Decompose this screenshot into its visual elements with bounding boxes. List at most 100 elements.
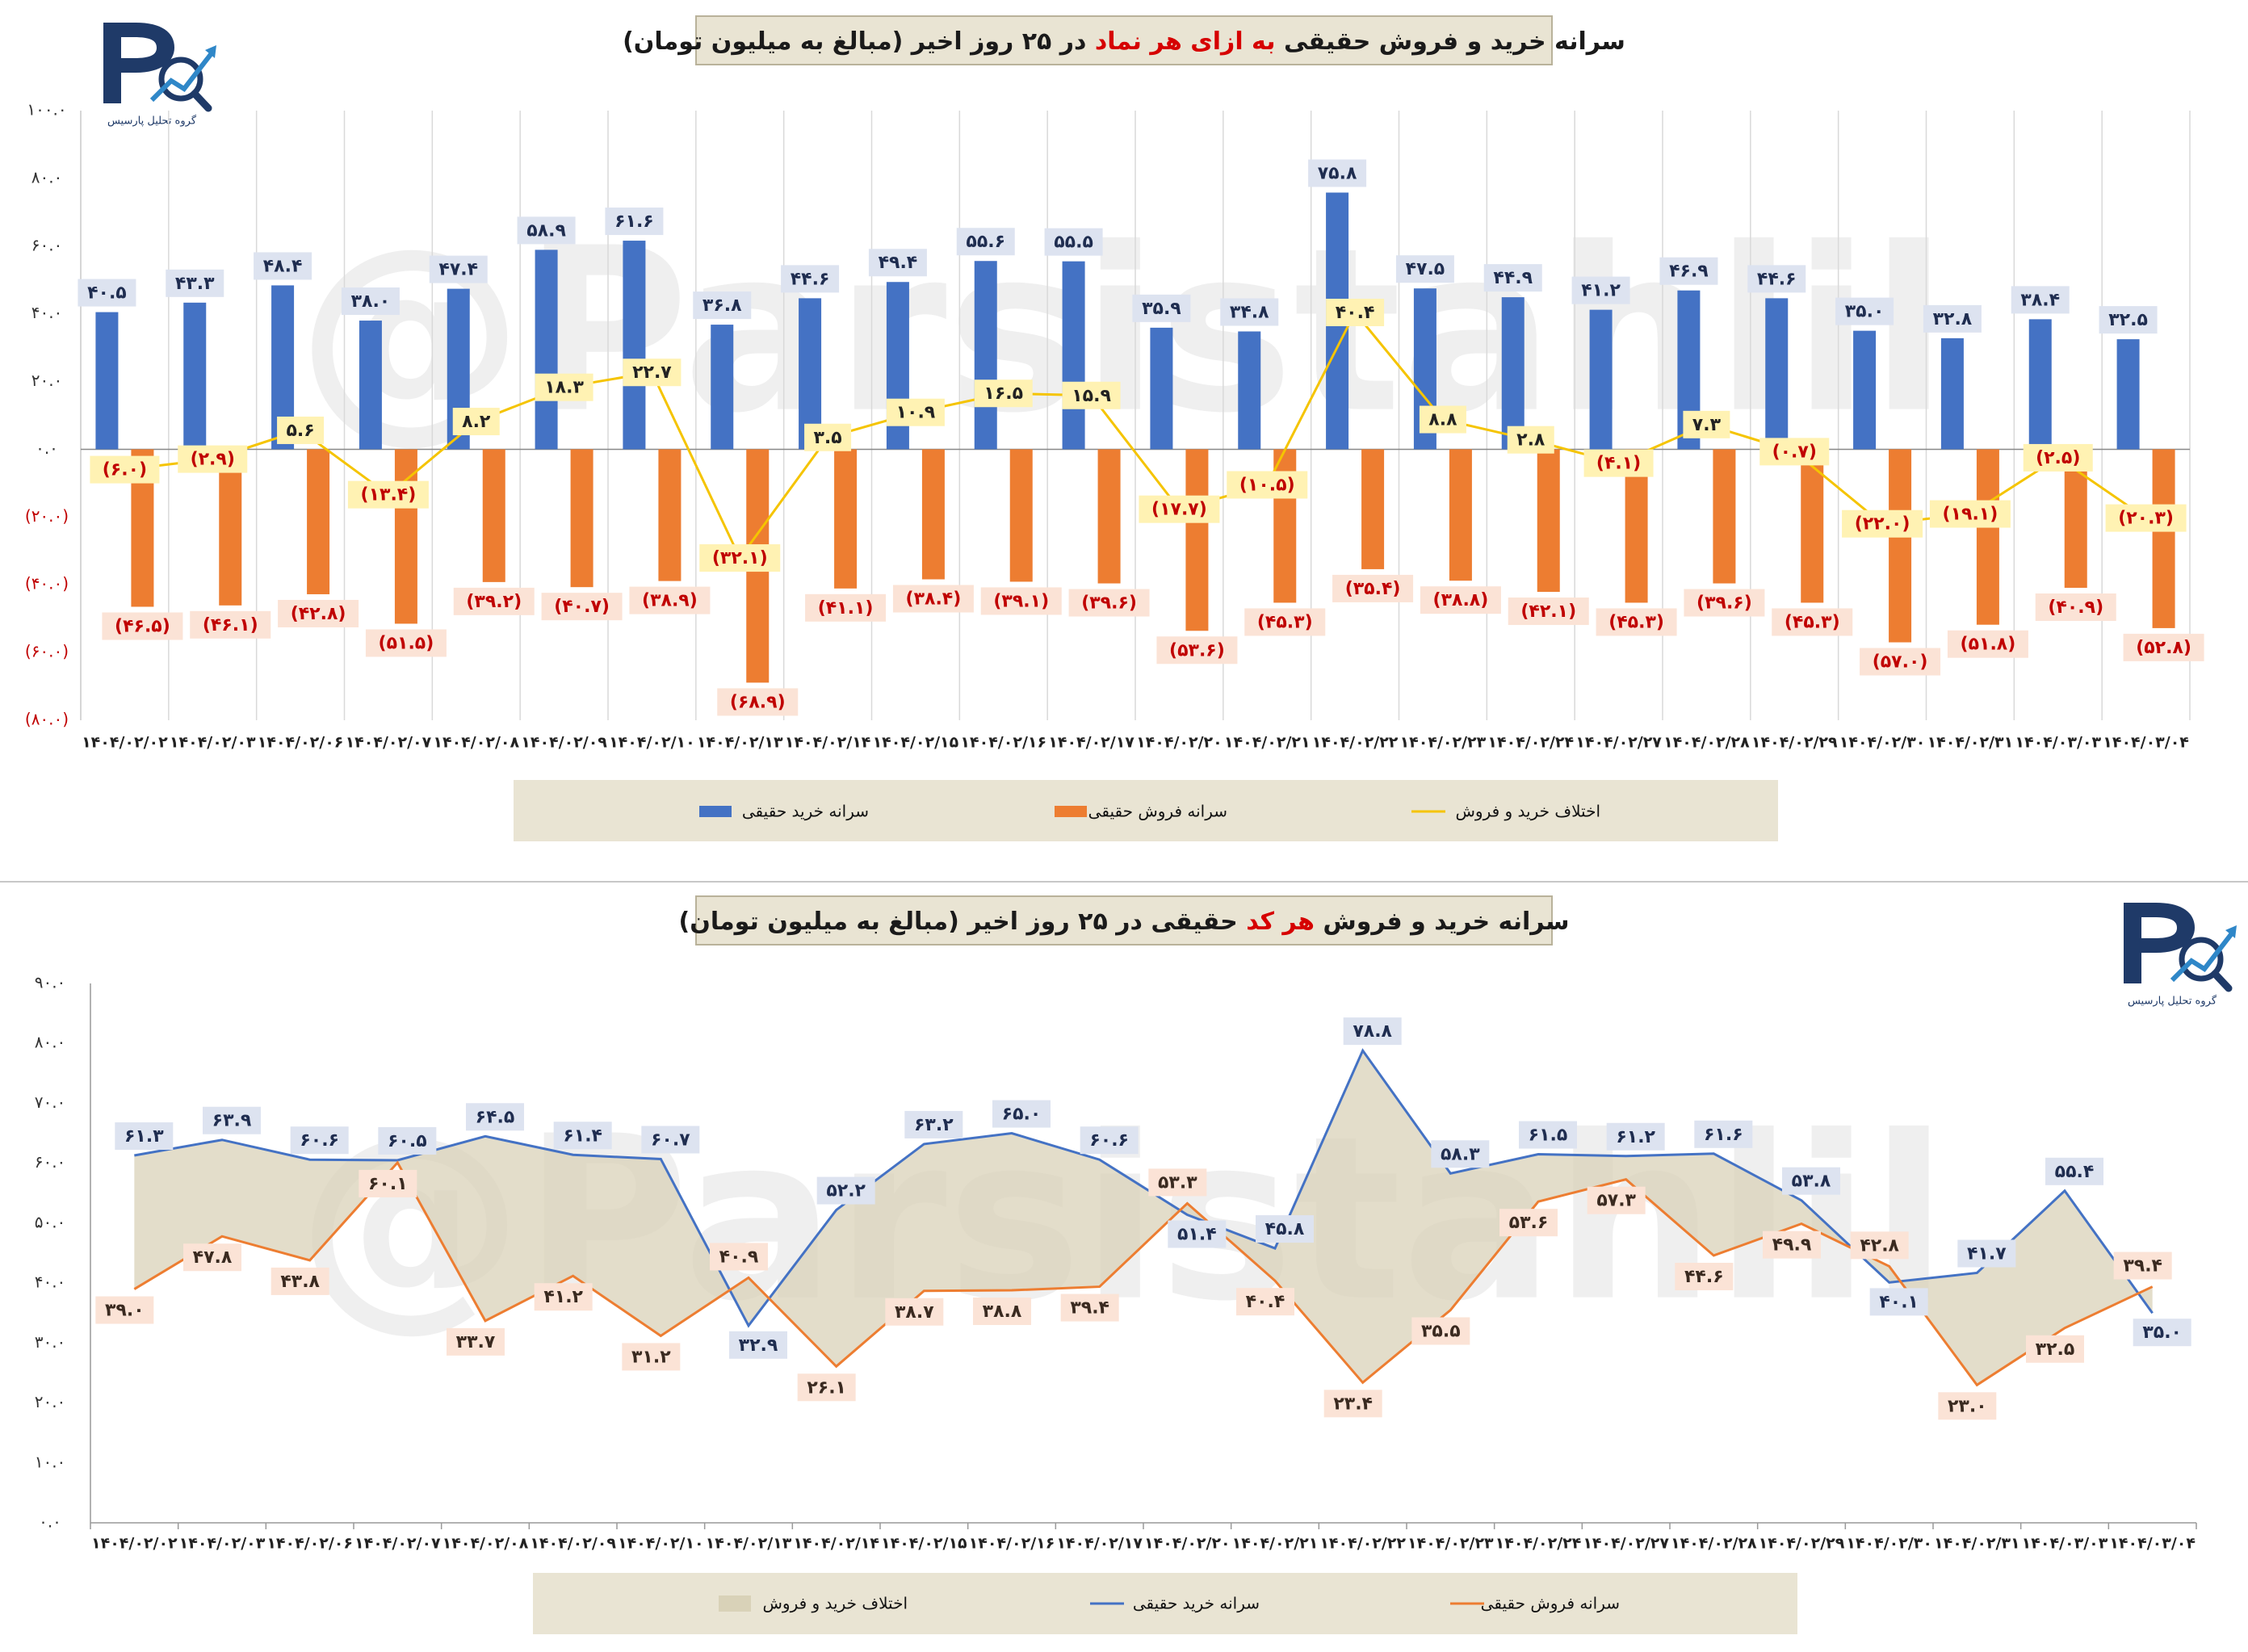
sell-label: ۵۷.۳ [1596, 1191, 1636, 1211]
x-tick-label: ۱۴۰۴/۰۲/۰۷ [346, 734, 432, 752]
buy-label-bg [729, 1331, 787, 1359]
sell-label: ۲۳.۰ [1948, 1396, 1987, 1416]
buy-label: ۶۱.۴ [563, 1126, 602, 1146]
buy-label: ۵۲.۲ [826, 1181, 866, 1201]
sell-label: (۴۵.۳) [1785, 612, 1840, 632]
buy-label-bg [904, 1110, 963, 1138]
buy-label: ۳۸.۰ [351, 291, 391, 312]
diff-label: (۴.۱) [1596, 454, 1641, 474]
buy-label-bg [466, 1103, 524, 1131]
sell-bar [1976, 449, 1999, 625]
buy-label: ۵۸.۹ [526, 220, 566, 241]
logo-arrow-head [205, 45, 216, 58]
buy-label: ۴۴.۶ [791, 269, 830, 289]
buy-bar [1853, 330, 1877, 450]
buy-label-bg [1044, 228, 1103, 256]
diff-label-bg [1062, 381, 1121, 409]
sell-label-bg [1420, 586, 1501, 614]
buy-label: ۶۴.۵ [476, 1107, 515, 1127]
buy-label: ۴۳.۳ [175, 274, 215, 294]
legend-label-buy: سرانه خرید حقیقی [742, 802, 869, 821]
sell-label: (۳۸.۴) [906, 589, 962, 610]
diff-label-bg [535, 373, 593, 401]
buy-label-bg [378, 1126, 437, 1155]
sell-label: ۴۰.۴ [1246, 1292, 1285, 1312]
diff-label: (۲۰.۳) [2118, 509, 2174, 529]
buy-label-bg [1395, 255, 1454, 283]
buy-label-bg [1343, 1017, 1402, 1046]
buy-label: ۴۷.۵ [1406, 259, 1445, 279]
sell-label-bg [1148, 1168, 1207, 1197]
sell-label-bg [1508, 597, 1589, 626]
sell-label-bg [973, 1298, 1031, 1326]
sell-label: ۴۹.۹ [1772, 1235, 1812, 1256]
buy-label: ۶۰.۵ [388, 1131, 427, 1151]
chart-title-text: سرانه خرید و فروش هر کد حقیقی در ۲۵ روز … [679, 908, 1570, 936]
x-tick-label: ۱۴۰۴/۰۲/۱۵ [873, 734, 959, 752]
sell-bar [1009, 449, 1033, 582]
diff-label: ۴۰.۴ [1336, 303, 1375, 323]
x-tick-label: ۱۴۰۴/۰۲/۱۳ [706, 1535, 792, 1553]
y-tick-label: ۷۰.۰ [35, 1092, 66, 1112]
sell-label: (۴۰.۷) [554, 597, 610, 617]
sell-bar [834, 449, 858, 589]
diff-label: (۱۷.۷) [1151, 500, 1207, 520]
legend-label-buy: سرانه خرید حقیقی [1133, 1594, 1260, 1613]
buy-line [134, 1048, 2154, 1328]
buy-label: ۵۵.۵ [1054, 233, 1093, 253]
sell-label: (۳۹.۲) [466, 592, 522, 612]
buy-bar [1150, 327, 1173, 450]
buy-label: ۳۶.۸ [702, 296, 742, 316]
diff-label-bg [623, 358, 682, 387]
buy-bar [1062, 261, 1085, 450]
y-tick-label: (۸۰.۰) [25, 710, 69, 729]
chart-title-box [695, 895, 1553, 945]
sell-label-bg [1244, 608, 1326, 636]
sell-label-bg [359, 1169, 417, 1197]
diff-label: (۳۲.۱) [712, 548, 768, 568]
x-tick-label: ۱۴۰۴/۰۲/۳۱ [1934, 1535, 2020, 1553]
y-tick-label: ۸۰.۰ [31, 167, 63, 187]
diff-label-bg [699, 544, 781, 572]
logo-magnifier-handle [191, 90, 212, 112]
sell-bar [921, 449, 945, 580]
buy-label-bg [517, 216, 576, 245]
x-tick-label: ۱۴۰۴/۰۲/۲۷ [1575, 734, 1662, 752]
sell-bar [1889, 449, 1912, 643]
diff-label-bg [2105, 504, 2187, 532]
buy-label: ۳۵.۰ [2142, 1323, 2182, 1343]
buy-label: ۴۸.۴ [263, 256, 303, 276]
buy-label: ۳۸.۴ [2020, 290, 2060, 310]
sell-bar [307, 449, 330, 594]
sell-label: (۵۱.۸) [1961, 635, 2016, 655]
sell-label: ۴۴.۶ [1684, 1267, 1724, 1287]
buy-label: ۳۲.۹ [739, 1335, 778, 1356]
buy-bar [1765, 298, 1789, 450]
buy-label-bg [1571, 276, 1630, 304]
buy-label: ۶۱.۶ [614, 212, 654, 232]
diff-label: ۲.۸ [1516, 430, 1546, 451]
logo-p-shape [103, 23, 174, 103]
sell-bar [1185, 449, 1209, 631]
logo-trend-arrow [149, 52, 214, 103]
buy-label-bg [1431, 1140, 1490, 1168]
sell-label-bg [541, 593, 623, 621]
buy-label: ۴۵.۸ [1265, 1219, 1305, 1239]
diff-label: ۱۰.۹ [896, 403, 936, 423]
sell-label-bg [622, 1343, 681, 1371]
sell-label: (۵۷.۰) [1873, 652, 1928, 673]
sell-bar [394, 449, 417, 624]
buy-label: ۴۱.۲ [1581, 281, 1621, 301]
buy-label-bg [992, 1100, 1051, 1128]
sell-label: (۳۹.۶) [1696, 593, 1752, 614]
y-tick-label: ۶۰.۰ [31, 235, 63, 254]
x-tick-label: ۱۴۰۴/۰۲/۰۹ [530, 1535, 616, 1553]
legend-label-sell: سرانه فروش حقیقی [1088, 802, 1227, 821]
sell-label-bg [2026, 1335, 2084, 1363]
diff-label: (۰.۷) [1772, 442, 1817, 462]
x-tick-label: ۱۴۰۴/۰۲/۱۶ [960, 734, 1046, 752]
y-tick-label: ۴۰.۰ [31, 303, 63, 322]
buy-label-bg [1168, 1220, 1227, 1248]
sell-bar [482, 449, 505, 582]
